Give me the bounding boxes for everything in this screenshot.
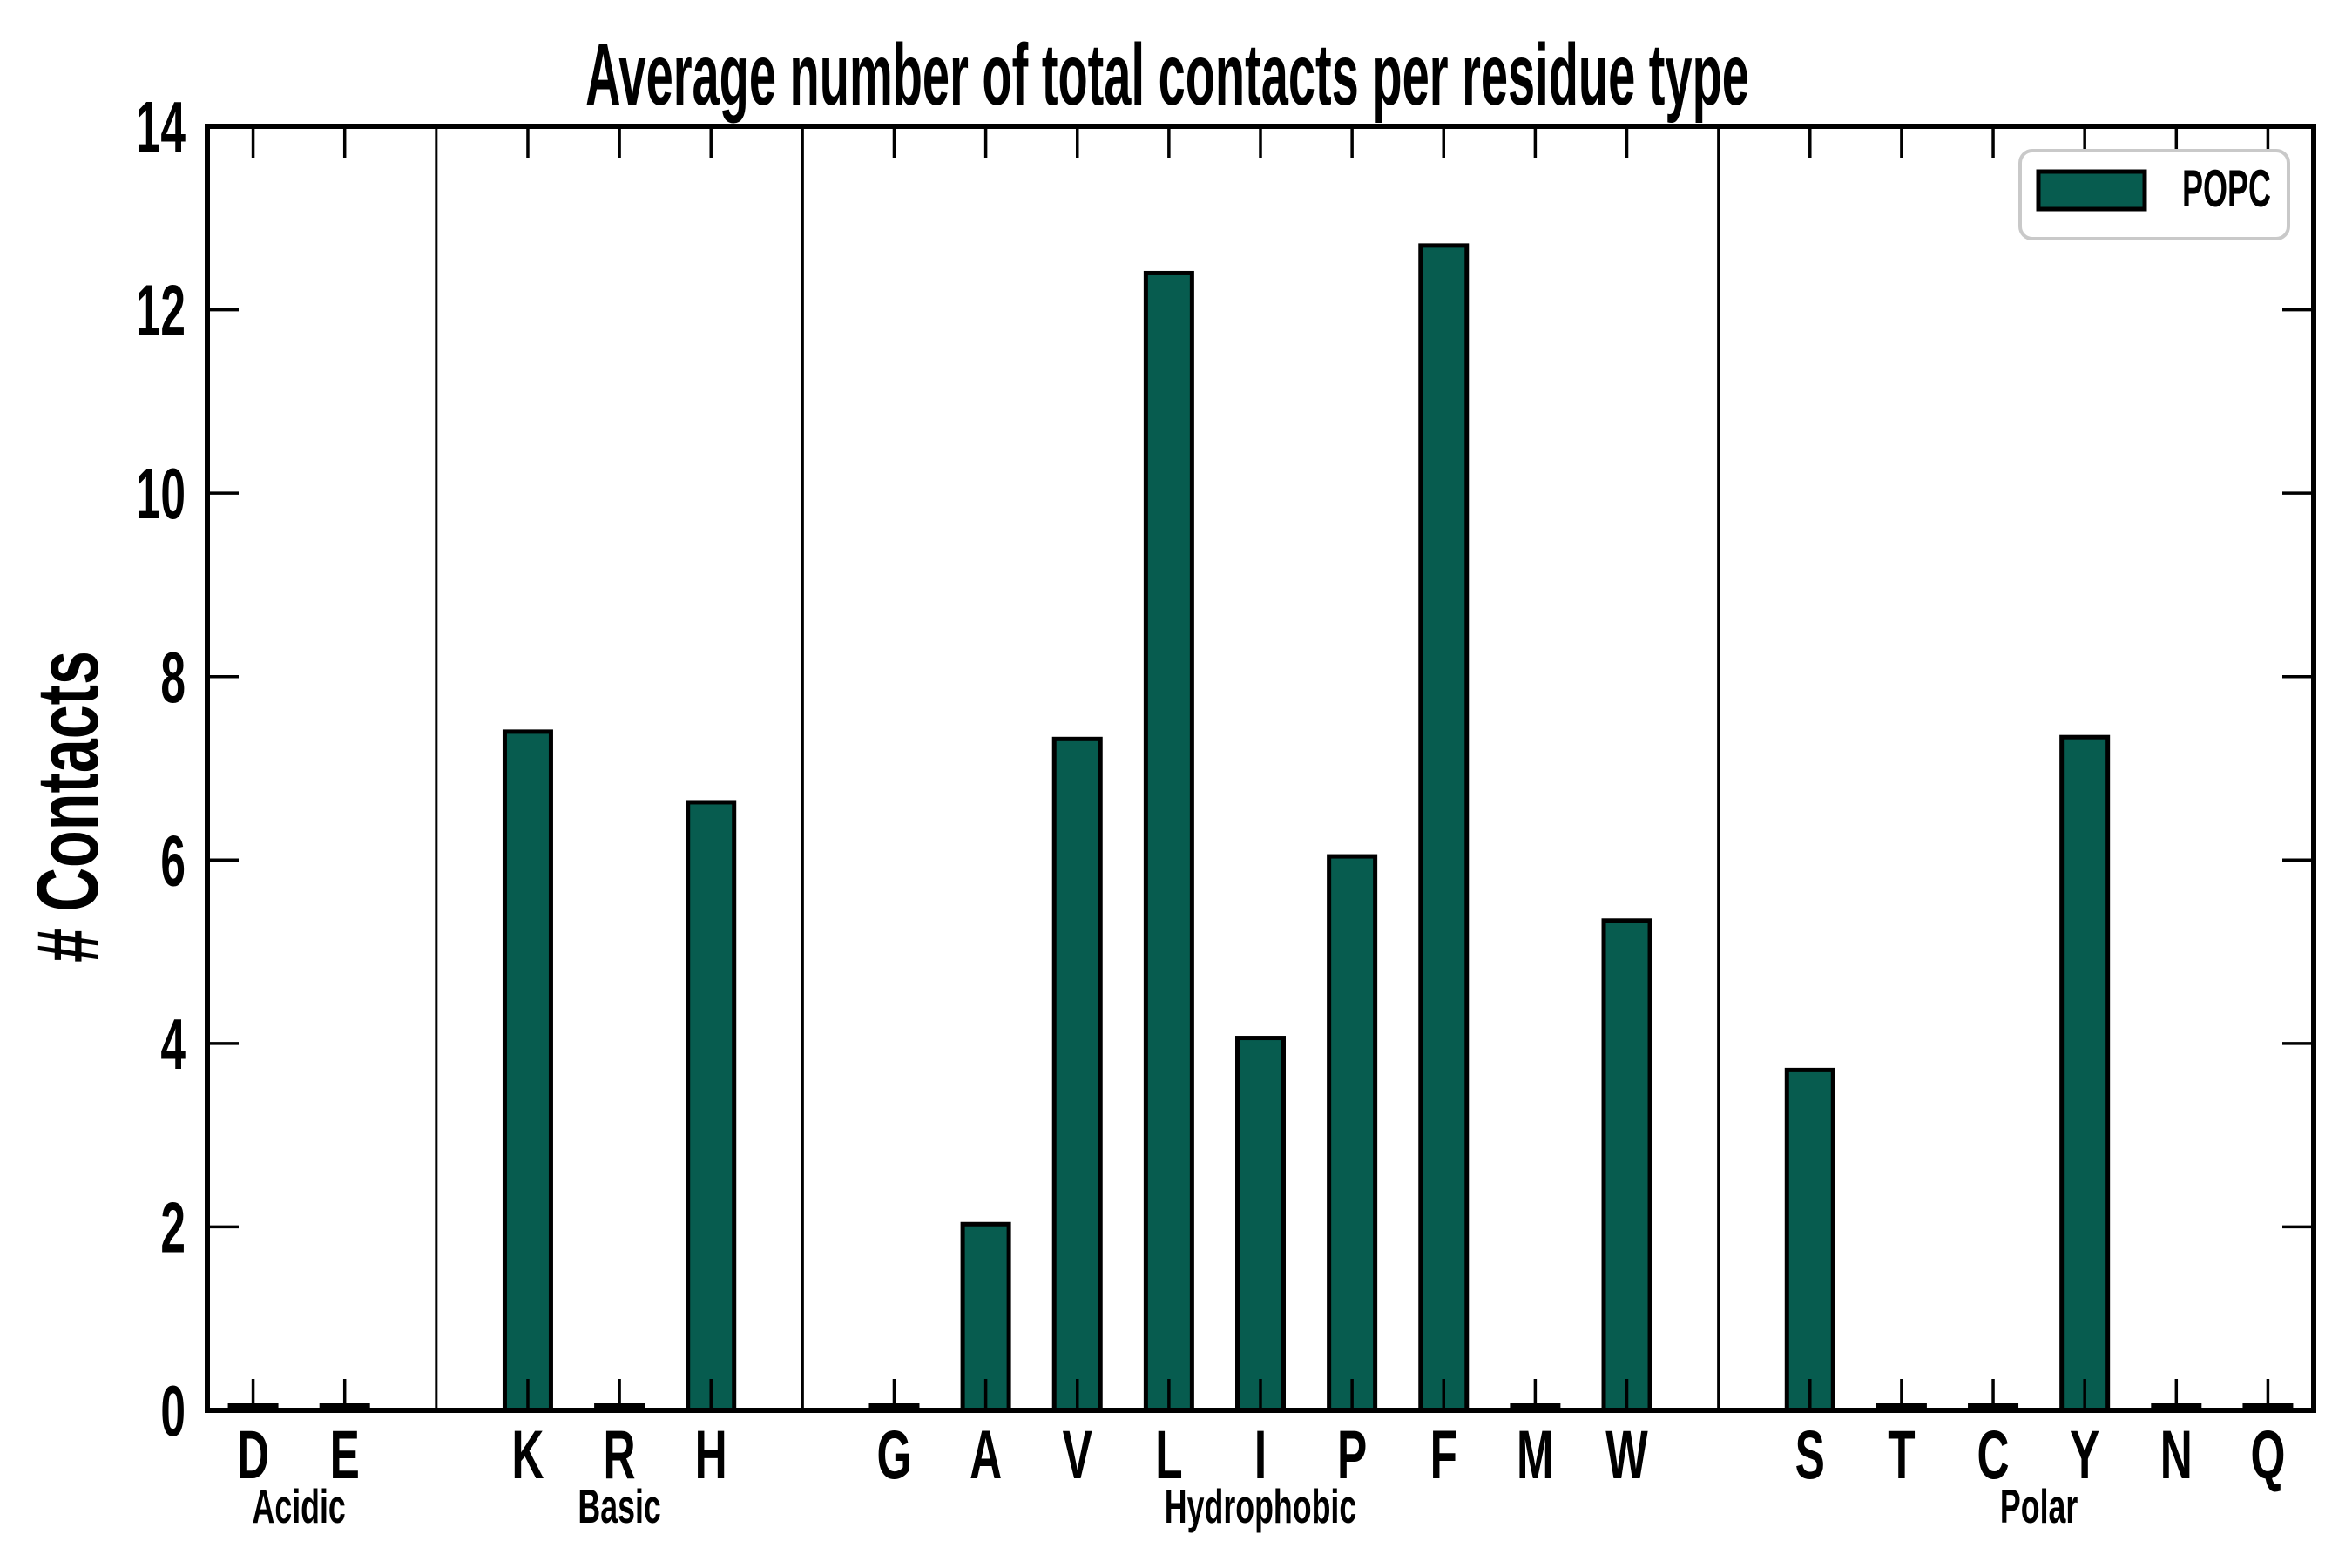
chart-title-text: Average number of total contacts per res… — [585, 27, 1749, 124]
x-tick-label-V-text: V — [1063, 1417, 1092, 1494]
y-tick-label-6-text: 6 — [160, 820, 186, 902]
x-tick-label-G: G — [877, 1417, 912, 1494]
y-tick-label-12: 12 — [136, 269, 186, 351]
x-tick-label-P: P — [1337, 1417, 1367, 1494]
x-tick-label-M-text: M — [1517, 1417, 1554, 1494]
group-separators — [435, 129, 1720, 1408]
x-tick-label-A: A — [970, 1417, 1002, 1494]
y-tick-label-0: 0 — [160, 1369, 186, 1451]
x-tick-label-R-text: R — [604, 1417, 636, 1494]
ticks — [210, 125, 2311, 1412]
y-tick-labels: 0 2 4 6 8 10 12 14 — [136, 85, 186, 1451]
group-labels: Acidic Basic Hydrophobic Polar — [252, 1479, 2078, 1533]
x-tick-label-W: W — [1605, 1417, 1648, 1494]
y-tick-label-2: 2 — [160, 1186, 186, 1268]
bar-L — [1143, 270, 1194, 1413]
group-label-acidic-text: Acidic — [252, 1479, 345, 1533]
x-tick-label-D: D — [237, 1417, 269, 1494]
bar-W — [1601, 918, 1652, 1413]
x-tick-label-E-text: E — [330, 1417, 360, 1494]
group-label-hydrophobic: Hydrophobic — [1165, 1479, 1356, 1533]
y-tick-label-12-text: 12 — [136, 269, 186, 351]
x-tick-label-I: I — [1254, 1417, 1267, 1494]
x-tick-label-S: S — [1795, 1417, 1825, 1494]
bar-V — [1051, 736, 1103, 1413]
y-tick-label-10: 10 — [136, 452, 186, 534]
x-tick-label-H-text: H — [695, 1417, 727, 1494]
group-label-acidic: Acidic — [252, 1479, 345, 1533]
y-tick-label-4-text: 4 — [160, 1003, 186, 1085]
x-tick-label-N: N — [2160, 1417, 2193, 1494]
x-tick-label-N-text: N — [2160, 1417, 2193, 1494]
x-tick-label-K: K — [511, 1417, 544, 1494]
y-tick-label-0-text: 0 — [160, 1369, 186, 1451]
x-tick-label-T: T — [1888, 1417, 1915, 1494]
x-tick-label-T-text: T — [1888, 1417, 1915, 1494]
x-tick-label-P-text: P — [1337, 1417, 1367, 1494]
x-tick-label-Y-text: Y — [2070, 1417, 2099, 1494]
x-tick-label-S-text: S — [1795, 1417, 1825, 1494]
x-tick-label-V: V — [1063, 1417, 1092, 1494]
bar-H — [686, 800, 737, 1413]
x-tick-label-A-text: A — [970, 1417, 1002, 1494]
y-tick-label-10-text: 10 — [136, 452, 186, 534]
y-tick-label-14-text: 14 — [136, 85, 186, 167]
group-label-polar-text: Polar — [2000, 1479, 2078, 1533]
y-tick-label-14: 14 — [136, 85, 186, 167]
chart-title: Average number of total contacts per res… — [585, 27, 1749, 124]
group-label-hydrophobic-text: Hydrophobic — [1165, 1479, 1356, 1533]
y-tick-label-4: 4 — [160, 1003, 186, 1085]
group-label-polar: Polar — [2000, 1479, 2078, 1533]
x-tick-label-I-text: I — [1254, 1417, 1267, 1494]
y-tick-label-8: 8 — [160, 636, 186, 718]
y-tick-label-6: 6 — [160, 820, 186, 902]
x-tick-label-C-text: C — [1977, 1417, 2010, 1494]
group-label-basic: Basic — [578, 1479, 660, 1533]
legend: POPC — [2018, 149, 2290, 240]
x-tick-label-F-text: F — [1430, 1417, 1457, 1494]
y-tick-label-2-text: 2 — [160, 1186, 186, 1268]
x-tick-label-D-text: D — [237, 1417, 269, 1494]
x-tick-label-H: H — [695, 1417, 727, 1494]
x-tick-label-L: L — [1155, 1417, 1182, 1494]
bar-K — [502, 729, 553, 1413]
axes-spines — [205, 124, 2316, 1413]
legend-label-popc: POPC — [2182, 160, 2271, 219]
x-tick-label-E: E — [330, 1417, 360, 1494]
bar-F — [1418, 243, 1470, 1413]
x-tick-label-K-text: K — [511, 1417, 544, 1494]
x-tick-label-Y: Y — [2070, 1417, 2099, 1494]
y-axis-label-text: # Contacts — [20, 651, 117, 963]
x-tick-label-Q: Q — [2250, 1417, 2285, 1494]
x-tick-label-W-text: W — [1605, 1417, 1648, 1494]
bar-S — [1784, 1067, 1835, 1413]
x-tick-label-M: M — [1517, 1417, 1554, 1494]
y-axis-label: # Contacts — [20, 651, 117, 963]
legend-label-popc-text: POPC — [2182, 160, 2271, 219]
x-tick-label-L-text: L — [1155, 1417, 1182, 1494]
bar-P — [1327, 854, 1378, 1413]
x-tick-label-G-text: G — [877, 1417, 912, 1494]
x-tick-label-R: R — [604, 1417, 636, 1494]
x-tick-label-F: F — [1430, 1417, 1457, 1494]
legend-swatch-popc — [2036, 169, 2147, 212]
bar-Y — [2059, 734, 2111, 1413]
group-label-basic-text: Basic — [578, 1479, 660, 1533]
bar-I — [1235, 1036, 1286, 1413]
x-tick-label-C: C — [1977, 1417, 2010, 1494]
x-tick-label-Q-text: Q — [2250, 1417, 2285, 1494]
y-tick-label-8-text: 8 — [160, 636, 186, 718]
